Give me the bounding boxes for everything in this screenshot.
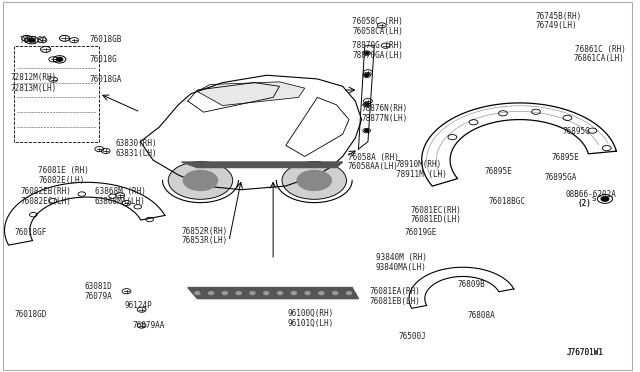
Text: 78911M (LH): 78911M (LH) <box>396 170 447 179</box>
Text: 76081E (RH): 76081E (RH) <box>38 166 89 175</box>
Circle shape <box>282 161 346 199</box>
Text: 08B66-6202A: 08B66-6202A <box>566 190 616 199</box>
Text: 76809B: 76809B <box>458 280 485 289</box>
Text: 93840M (RH): 93840M (RH) <box>376 253 426 263</box>
Circle shape <box>236 292 241 295</box>
Text: 78870G (RH): 78870G (RH) <box>352 41 403 50</box>
Text: 76018D: 76018D <box>19 36 47 45</box>
Text: 76081ED(LH): 76081ED(LH) <box>411 215 462 224</box>
Text: 76018G: 76018G <box>90 55 118 64</box>
Text: 78870GA(LH): 78870GA(LH) <box>352 51 403 60</box>
Text: 76058CA(LH): 76058CA(LH) <box>352 27 403 36</box>
Circle shape <box>365 74 369 76</box>
Circle shape <box>365 129 369 132</box>
Text: 76058A (RH): 76058A (RH) <box>348 153 399 162</box>
Circle shape <box>195 292 200 295</box>
Text: 93840MA(LH): 93840MA(LH) <box>376 263 426 272</box>
Circle shape <box>184 170 218 190</box>
Text: 63830(RH): 63830(RH) <box>115 140 157 148</box>
Text: 76058AA(LH): 76058AA(LH) <box>348 162 399 171</box>
Text: 76895E: 76895E <box>551 153 579 162</box>
Circle shape <box>365 104 369 106</box>
Circle shape <box>209 292 214 295</box>
Text: 76500J: 76500J <box>398 332 426 341</box>
Circle shape <box>168 161 233 199</box>
Text: 76745B(RH): 76745B(RH) <box>536 12 582 21</box>
Text: 76852R(RH): 76852R(RH) <box>182 227 228 235</box>
Circle shape <box>333 292 338 295</box>
Text: 76079AA: 76079AA <box>133 321 165 330</box>
Text: 76861C (RH): 76861C (RH) <box>575 45 626 54</box>
Text: 76895E: 76895E <box>485 167 513 176</box>
Text: 76808A: 76808A <box>468 311 495 320</box>
Polygon shape <box>188 288 358 299</box>
Text: 76895G: 76895G <box>563 127 590 136</box>
Polygon shape <box>182 162 342 167</box>
Text: 76079A: 76079A <box>85 292 113 301</box>
Text: 96100Q(RH): 96100Q(RH) <box>287 309 333 318</box>
Text: 78876N(RH): 78876N(RH) <box>362 104 408 113</box>
Text: 76058C (RH): 76058C (RH) <box>352 17 403 26</box>
Text: 76018BGC: 76018BGC <box>488 197 525 206</box>
Text: 96101Q(LH): 96101Q(LH) <box>287 319 333 328</box>
Text: 76019GE: 76019GE <box>404 228 437 237</box>
Text: 63868MA(LH): 63868MA(LH) <box>95 197 146 206</box>
Circle shape <box>319 292 324 295</box>
Circle shape <box>278 292 283 295</box>
Text: 76749(LH): 76749(LH) <box>536 21 577 30</box>
Text: 76018GB: 76018GB <box>90 35 122 44</box>
Polygon shape <box>197 82 305 106</box>
Text: 63081D: 63081D <box>85 282 113 291</box>
Text: S: S <box>591 196 596 202</box>
Circle shape <box>365 52 369 54</box>
Circle shape <box>346 292 351 295</box>
Text: 76895GA: 76895GA <box>545 173 577 182</box>
Circle shape <box>601 197 609 201</box>
Text: 76081EA(RH): 76081EA(RH) <box>369 287 420 296</box>
Text: (2): (2) <box>578 199 591 208</box>
Text: 78877N(LH): 78877N(LH) <box>362 113 408 122</box>
Circle shape <box>56 58 63 61</box>
Circle shape <box>305 292 310 295</box>
Circle shape <box>291 292 296 295</box>
Text: 76081EC(RH): 76081EC(RH) <box>411 206 462 215</box>
Text: 76018GA: 76018GA <box>90 75 122 84</box>
Text: 76082EC(LH): 76082EC(LH) <box>20 197 71 206</box>
Text: 76018GD: 76018GD <box>14 310 47 319</box>
Text: 78910M(RH): 78910M(RH) <box>396 160 442 169</box>
Text: (2): (2) <box>578 199 591 208</box>
Circle shape <box>250 292 255 295</box>
Text: 76861CA(LH): 76861CA(LH) <box>573 54 624 64</box>
Circle shape <box>29 38 35 42</box>
Circle shape <box>222 292 227 295</box>
Text: 76082E(LH): 76082E(LH) <box>38 176 84 185</box>
Text: 63831(LH): 63831(LH) <box>115 149 157 158</box>
Text: 72813M(LH): 72813M(LH) <box>11 84 57 93</box>
Text: 96124P: 96124P <box>125 301 152 311</box>
Circle shape <box>297 170 332 190</box>
Text: 72812M(RH): 72812M(RH) <box>11 73 57 81</box>
Text: J76701W1: J76701W1 <box>567 349 604 357</box>
Circle shape <box>264 292 269 295</box>
Text: 76018GF: 76018GF <box>14 228 47 237</box>
Text: 76081EB(LH): 76081EB(LH) <box>369 297 420 306</box>
Text: 76853R(LH): 76853R(LH) <box>182 236 228 245</box>
Text: 76082EB(RH): 76082EB(RH) <box>20 187 71 196</box>
Text: J76701W1: J76701W1 <box>567 349 604 357</box>
Text: 63868M (RH): 63868M (RH) <box>95 187 146 196</box>
